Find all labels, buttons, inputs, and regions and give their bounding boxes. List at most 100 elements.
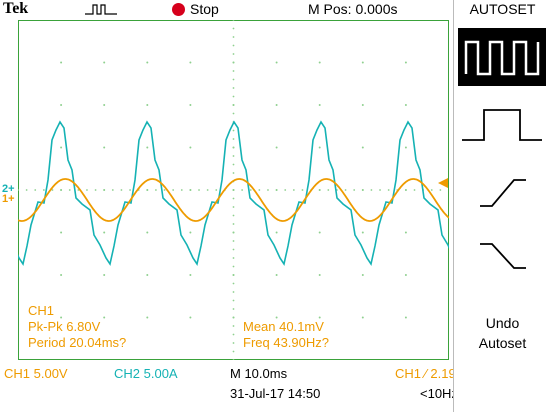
graticule-dot <box>232 214 235 217</box>
graticule-dot <box>146 104 149 106</box>
graticule-dot <box>232 146 235 149</box>
graticule-dot <box>163 189 166 191</box>
graticule-dot <box>232 61 235 64</box>
graticule <box>18 20 449 360</box>
undo-autoset-button[interactable]: Undo Autoset <box>454 313 550 353</box>
graticule-dot <box>361 189 364 191</box>
graticule-dot <box>103 274 106 276</box>
graticule-dot <box>180 189 183 191</box>
graticule-dot <box>232 129 235 132</box>
graticule-dot <box>60 274 63 276</box>
graticule-dot <box>146 61 149 64</box>
rising-edge-button[interactable] <box>458 160 546 218</box>
graticule-dot <box>318 189 321 191</box>
graticule-dot <box>198 189 200 191</box>
graticule-dot <box>103 316 106 319</box>
graticule-dot <box>103 231 106 234</box>
graticule-dot <box>232 325 235 327</box>
status-bar: Tek Stop M Pos: 0.000s <box>0 0 550 18</box>
graticule-dot <box>292 189 295 191</box>
graticule-dot <box>51 189 54 191</box>
ch1-scale: CH1 5.00V <box>4 366 68 381</box>
single-cycle-square-button[interactable] <box>458 96 546 154</box>
graticule-dot <box>404 146 407 149</box>
graticule-dot <box>60 146 63 149</box>
autoset-title: AUTOSET <box>469 1 536 17</box>
graticule-dot <box>146 231 149 234</box>
graticule-dot <box>206 189 209 191</box>
graticule-dot <box>232 299 235 302</box>
graticule-dot <box>353 189 356 191</box>
graticule-dot <box>86 189 88 191</box>
graticule-dot <box>361 231 364 234</box>
graticule-dot <box>404 104 407 106</box>
multi-cycle-square-button[interactable] <box>458 28 546 86</box>
graticule-dot <box>318 316 321 319</box>
rising-edge-icon <box>480 179 526 207</box>
horizontal-position: M Pos: 0.000s <box>308 1 398 17</box>
graticule-dot <box>301 189 304 191</box>
graticule-dot <box>189 61 192 64</box>
meas-channel: CH1 <box>28 303 55 318</box>
graticule-dot <box>232 333 235 336</box>
waveform-display <box>18 20 449 360</box>
graticule-dot <box>327 189 330 191</box>
graticule-dot <box>404 61 407 64</box>
graticule-dot <box>94 189 97 191</box>
graticule-dot <box>60 61 63 64</box>
graticule-dot <box>146 316 149 319</box>
graticule-dot <box>232 282 235 285</box>
graticule-dot <box>232 291 235 293</box>
graticule-dot <box>318 61 321 64</box>
run-state-label: Stop <box>190 1 219 17</box>
graticule-dot <box>275 316 278 319</box>
graticule-dot <box>249 189 252 191</box>
graticule-dot <box>275 104 278 106</box>
graticule-dot <box>232 308 235 310</box>
graticule-dot <box>189 316 192 319</box>
graticule-dot <box>275 231 278 234</box>
graticule-dot <box>232 78 235 81</box>
graticule-dot <box>275 146 278 149</box>
measurements-left: CH1 Pk-Pk 6.80V Period 20.04ms? <box>28 303 126 351</box>
ch1-trace <box>18 178 449 222</box>
graticule-dot <box>232 274 235 276</box>
graticule-dot <box>232 70 235 72</box>
brand-logo: Tek <box>3 0 29 17</box>
trigger-mode-icon <box>85 4 117 15</box>
graticule-dot <box>232 189 235 191</box>
measurements-right: Mean 40.1mV Freq 43.90Hz? <box>243 319 329 351</box>
graticule-dot <box>404 274 407 276</box>
autoset-menu: AUTOSET Undo Autoset <box>453 0 550 412</box>
graticule-dot <box>60 104 63 106</box>
trigger-level-marker-icon <box>438 178 448 188</box>
graticule-dot <box>430 189 433 191</box>
graticule-dot <box>103 189 106 191</box>
graticule-dot <box>172 189 175 191</box>
graticule-dot <box>189 189 192 191</box>
stop-icon <box>172 2 185 16</box>
graticule-dot <box>267 189 269 191</box>
graticule-dot <box>232 36 235 38</box>
falling-edge-button[interactable] <box>458 228 546 286</box>
graticule-dot <box>146 274 149 276</box>
undo-label-1: Undo <box>485 315 520 331</box>
ch2-ground-marker: 2+ <box>2 183 15 195</box>
graticule-dot <box>241 189 244 191</box>
graticule-dot <box>18 189 19 191</box>
graticule-dot <box>275 189 278 191</box>
run-state-indicator[interactable]: Stop <box>172 1 219 17</box>
undo-label-2: Autoset <box>478 335 527 351</box>
falling-edge-icon <box>480 243 526 269</box>
graticule-dot <box>146 146 149 149</box>
graticule-dot <box>232 206 235 208</box>
graticule-dot <box>232 316 235 319</box>
graticule-dot <box>189 104 192 106</box>
graticule-dot <box>129 189 131 191</box>
graticule-dot <box>232 87 235 89</box>
graticule-dot <box>361 316 364 319</box>
graticule-dot <box>344 189 347 191</box>
ch1-ground-marker: 1+ <box>2 193 15 205</box>
single-cycle-square-icon <box>462 109 542 141</box>
graticule-dot <box>103 146 106 149</box>
